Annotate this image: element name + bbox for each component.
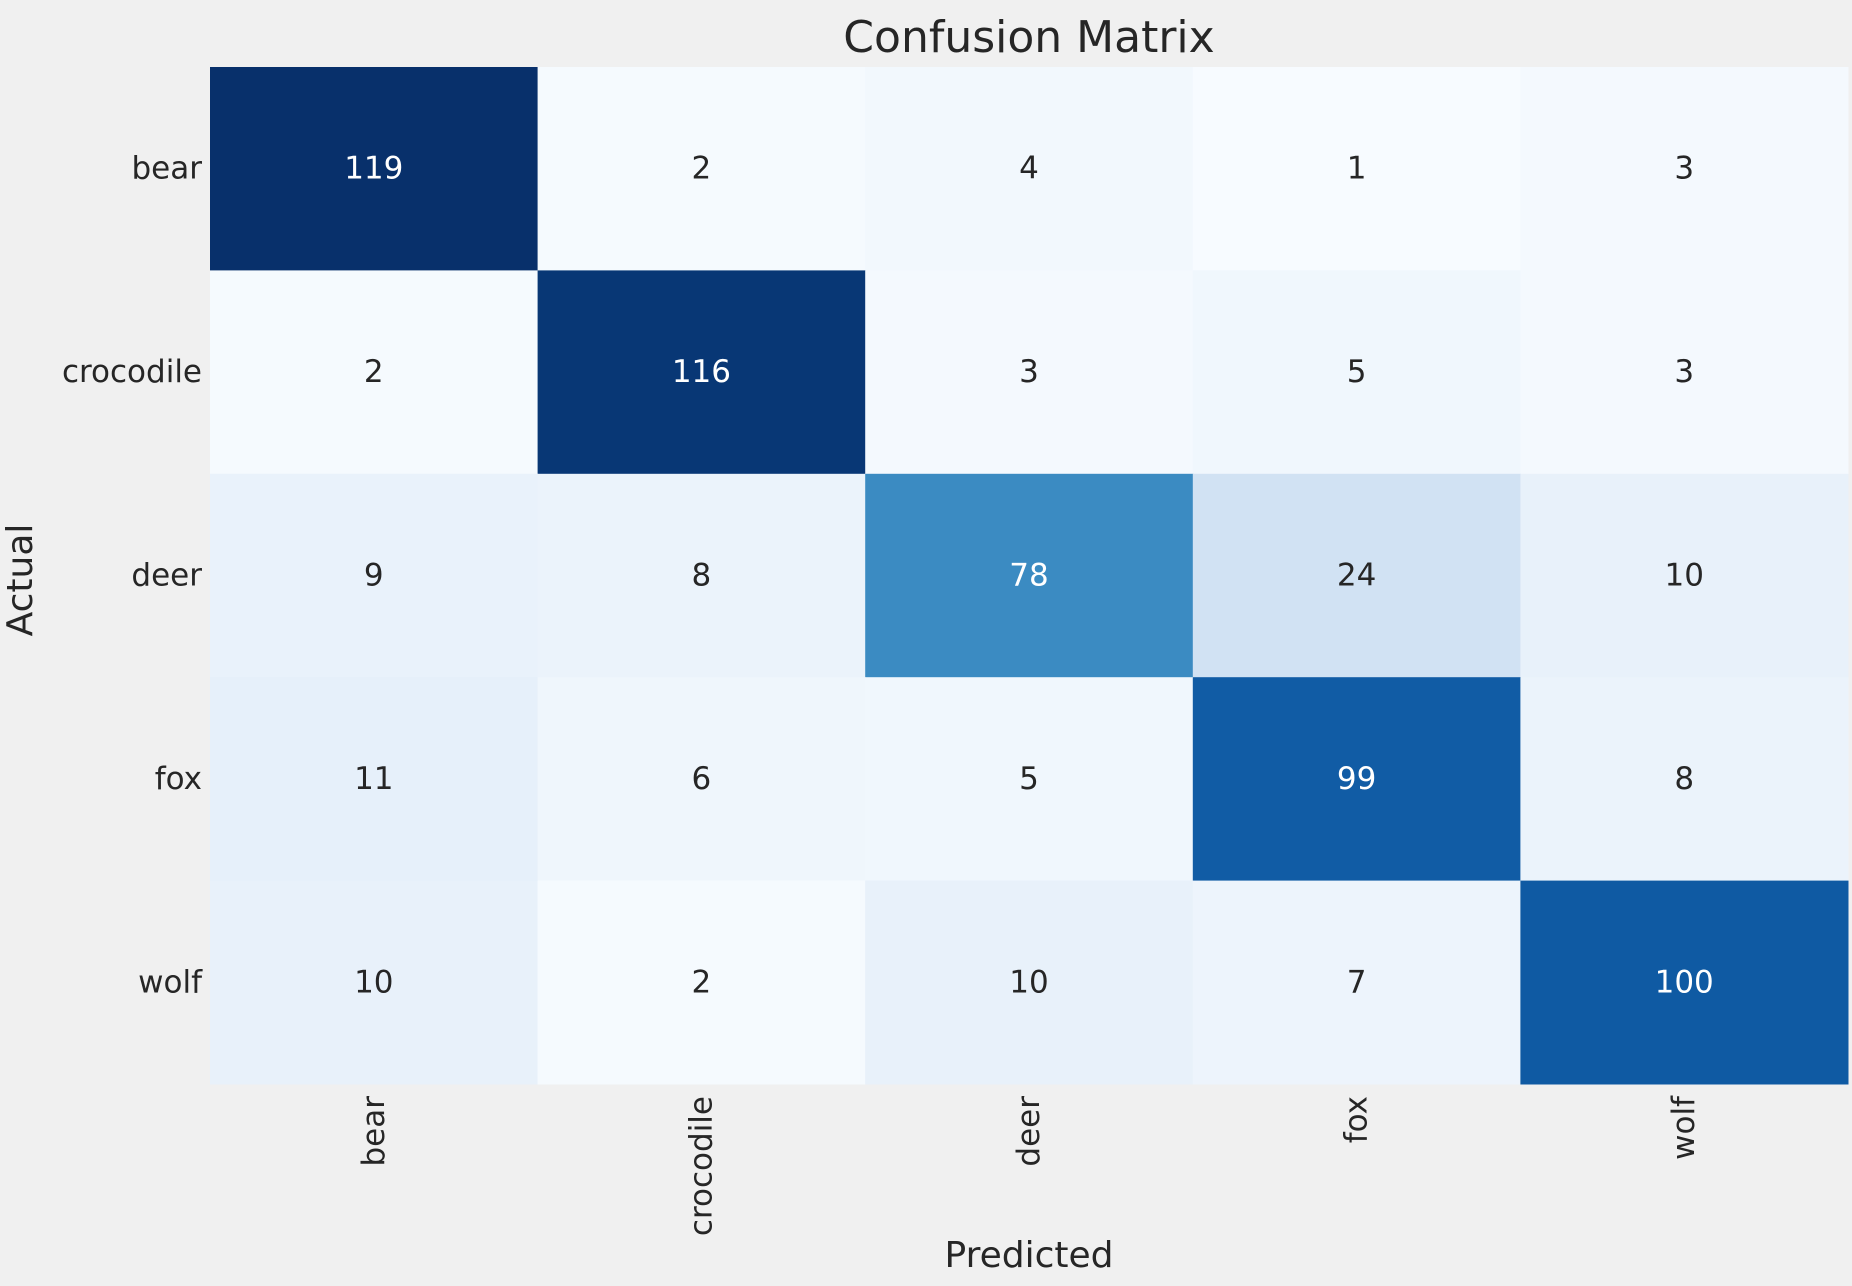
cell-value-label: 2 xyxy=(692,151,712,187)
heatmap-cell-bear-deer xyxy=(865,67,1194,271)
heatmap-cell-wolf-bear xyxy=(210,880,539,1085)
cell-value-label: 24 xyxy=(1337,558,1376,594)
heatmap-cell-wolf-fox xyxy=(1192,880,1521,1085)
heatmap-cell-deer-bear xyxy=(210,473,539,678)
cell-value-label: 1 xyxy=(1347,151,1367,187)
heatmap-cell-bear-bear xyxy=(210,67,539,271)
heatmap-cell-deer-deer xyxy=(865,473,1194,678)
x-tick-label-deer: deer xyxy=(1011,1096,1047,1167)
heatmap-cell-fox-crocodile xyxy=(537,677,866,882)
heatmap-cell-deer-crocodile xyxy=(537,473,866,678)
cell-value-label: 78 xyxy=(1009,558,1048,594)
cell-value-label: 9 xyxy=(364,558,384,594)
cell-value-label: 119 xyxy=(344,151,403,187)
cell-value-label: 2 xyxy=(364,354,384,390)
cell-value-label: 8 xyxy=(692,558,712,594)
heatmap-cell-crocodile-fox xyxy=(1192,270,1521,475)
cell-value-label: 99 xyxy=(1337,761,1376,797)
heatmap-cell-deer-fox xyxy=(1192,473,1521,678)
cell-value-label: 100 xyxy=(1655,964,1714,1000)
x-tick-label-crocodile: crocodile xyxy=(683,1096,719,1236)
heatmap-cell-wolf-deer xyxy=(865,880,1194,1085)
heatmap-cell-deer-wolf xyxy=(1520,473,1849,678)
x-tick-label-fox: fox xyxy=(1339,1096,1375,1143)
y-tick-label-bear: bear xyxy=(132,151,203,187)
y-tick-label-deer: deer xyxy=(131,558,202,594)
x-axis-tick-labels: bear crocodile deer fox wolf xyxy=(356,1095,1702,1236)
heatmap-cell-bear-fox xyxy=(1192,67,1521,271)
cell-value-label: 3 xyxy=(1674,354,1694,390)
heatmap-cell-crocodile-bear xyxy=(210,270,539,475)
x-tick-label-bear: bear xyxy=(356,1096,392,1167)
cell-value-label: 8 xyxy=(1674,761,1694,797)
heatmap-cell-bear-crocodile xyxy=(537,67,866,271)
y-tick-label-wolf: wolf xyxy=(138,964,203,1000)
heatmap-cell-crocodile-crocodile xyxy=(537,270,866,475)
cell-value-label: 10 xyxy=(354,964,393,1000)
cell-value-label: 2 xyxy=(692,964,712,1000)
heatmap-cell-fox-deer xyxy=(865,677,1194,882)
cell-value-label: 4 xyxy=(1019,151,1039,187)
heatmap-cell-wolf-crocodile xyxy=(537,880,866,1085)
heatmap-cell-bear-wolf xyxy=(1520,67,1849,271)
heatmap-cell-fox-bear xyxy=(210,677,539,882)
x-axis-label: Predicted xyxy=(945,1235,1114,1276)
cell-value-label: 5 xyxy=(1019,761,1039,797)
x-tick-label-wolf: wolf xyxy=(1666,1095,1702,1160)
cell-value-label: 3 xyxy=(1019,354,1039,390)
heatmap-cell-crocodile-deer xyxy=(865,270,1194,475)
y-tick-label-fox: fox xyxy=(155,761,202,797)
cell-value-label: 10 xyxy=(1664,558,1703,594)
cell-value-label: 3 xyxy=(1674,151,1694,187)
cell-value-label: 116 xyxy=(672,354,731,390)
heatmap-cell-fox-fox xyxy=(1192,677,1521,882)
cell-value-label: 6 xyxy=(692,761,712,797)
heatmap-cell-crocodile-wolf xyxy=(1520,270,1849,475)
heatmap-cell-fox-wolf xyxy=(1520,677,1849,882)
cell-value-label: 10 xyxy=(1009,964,1048,1000)
heatmap-cells xyxy=(210,67,1849,1085)
chart-title: Confusion Matrix xyxy=(843,12,1214,63)
cell-value-label: 11 xyxy=(354,761,393,797)
y-axis-label: Actual xyxy=(0,524,41,637)
cell-value-label: 5 xyxy=(1347,354,1367,390)
y-axis-tick-labels: bear crocodile deer fox wolf xyxy=(62,151,203,1001)
heatmap-cell-wolf-wolf xyxy=(1520,880,1849,1085)
y-tick-label-crocodile: crocodile xyxy=(62,354,202,390)
cell-value-label: 7 xyxy=(1347,964,1367,1000)
